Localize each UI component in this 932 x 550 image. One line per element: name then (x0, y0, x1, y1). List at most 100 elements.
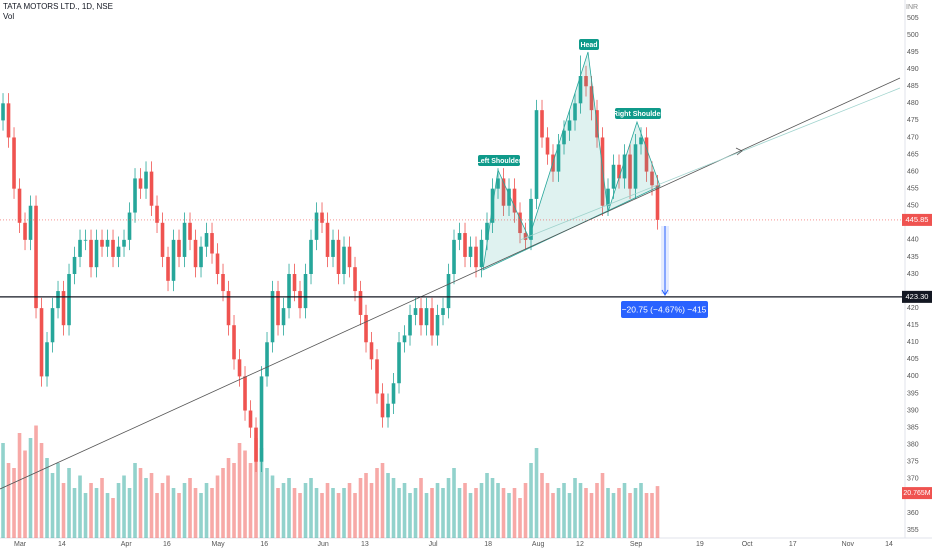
candle-body (556, 144, 561, 172)
candle-body (243, 376, 247, 411)
candle-body (72, 256, 77, 274)
candle-body (325, 222, 330, 257)
candle-body (540, 110, 544, 138)
volume-bar (177, 493, 181, 538)
volume-bar (166, 475, 170, 538)
x-tick-label: Jun (317, 541, 328, 548)
candle-body (17, 188, 22, 223)
candle-body (331, 239, 335, 257)
volume-bar (39, 443, 44, 538)
volume-last-label: 20.765M (903, 490, 930, 497)
candle-body (545, 137, 550, 155)
candle-body (479, 239, 484, 268)
volume-bar (633, 488, 638, 538)
candle-body (518, 212, 522, 234)
candle-body (67, 274, 71, 326)
volume-bar (50, 473, 55, 538)
candle-body (287, 274, 291, 309)
candle-body (391, 383, 396, 404)
annotation-box (615, 108, 661, 119)
volume-bar (127, 488, 132, 538)
volume-bar (182, 483, 187, 538)
candle-body (468, 246, 473, 257)
candle-body (512, 188, 517, 213)
candle-body (633, 144, 638, 189)
candle-body (353, 267, 357, 292)
x-tick-label: 17 (789, 541, 797, 548)
volume-bar (149, 473, 154, 538)
volume-bar (116, 483, 121, 538)
candle-body (320, 212, 324, 223)
level-box (902, 290, 932, 303)
volume-bar (56, 463, 60, 538)
candle-body (485, 222, 489, 240)
candle-body (628, 154, 632, 189)
volume-bar (452, 468, 456, 538)
volume-bar (12, 468, 16, 538)
candle-body (402, 335, 407, 343)
candle-body (199, 246, 203, 268)
candle-body (56, 291, 60, 309)
volume-bar (435, 483, 440, 538)
candle-body (1, 103, 5, 121)
volume-bar (6, 463, 11, 538)
volume-bar (391, 478, 396, 538)
y-tick-label: 490 (907, 66, 919, 73)
volume-bar (468, 493, 473, 538)
candle-body (12, 137, 16, 189)
candle-body (127, 212, 132, 240)
volume-bar (578, 483, 583, 538)
candle-body (94, 239, 99, 268)
candle-body (606, 188, 610, 206)
volume-bar (606, 488, 610, 538)
volume-bar (276, 488, 280, 538)
volume-bar (265, 468, 269, 538)
volume-bar (512, 488, 517, 538)
trend-line (0, 77, 901, 490)
volume-bar (611, 493, 616, 538)
candle-body (265, 342, 269, 377)
candle-body (237, 359, 242, 377)
volume-bar (595, 483, 599, 538)
volume-bar (551, 493, 555, 538)
volume-title: Vol (3, 12, 14, 21)
candle-body (529, 198, 533, 240)
volume-bar (303, 483, 308, 538)
candle-body (111, 239, 115, 257)
y-tick-label: 385 (907, 424, 919, 431)
candle-body (281, 308, 286, 326)
measure-area (661, 226, 669, 294)
candle-body (116, 246, 121, 257)
candle-body (45, 342, 49, 377)
x-tick-label: Oct (742, 541, 753, 548)
volume-bar (507, 493, 511, 538)
candle-body (507, 188, 511, 206)
volume-bar (144, 478, 148, 538)
candle-body (342, 246, 346, 274)
candle-body (254, 427, 258, 462)
candle-body (166, 256, 170, 281)
volume-bar (94, 488, 99, 538)
volume-bar (413, 488, 418, 538)
candle-body (144, 171, 148, 189)
candle-body (347, 246, 352, 268)
candle-body (248, 410, 253, 428)
volume-bar (441, 488, 445, 538)
volume-bar (628, 493, 632, 538)
volume-bar (364, 473, 368, 538)
annotation: Right Shoulder (613, 111, 663, 118)
volume-bar (281, 483, 286, 538)
candle-body (650, 171, 654, 186)
candle-body (408, 314, 412, 336)
chart-title: TATA MOTORS LTD., 1D, NSE (3, 2, 113, 11)
volume-bar (386, 473, 390, 538)
volume-bar (221, 468, 225, 538)
last-price-label: 445.85 (906, 215, 929, 224)
volume-bar (639, 483, 643, 538)
candle-body (457, 233, 462, 240)
candle-body (496, 178, 500, 189)
volume-bar (369, 483, 374, 538)
volume-bar (204, 483, 209, 538)
candle-body (226, 291, 231, 326)
